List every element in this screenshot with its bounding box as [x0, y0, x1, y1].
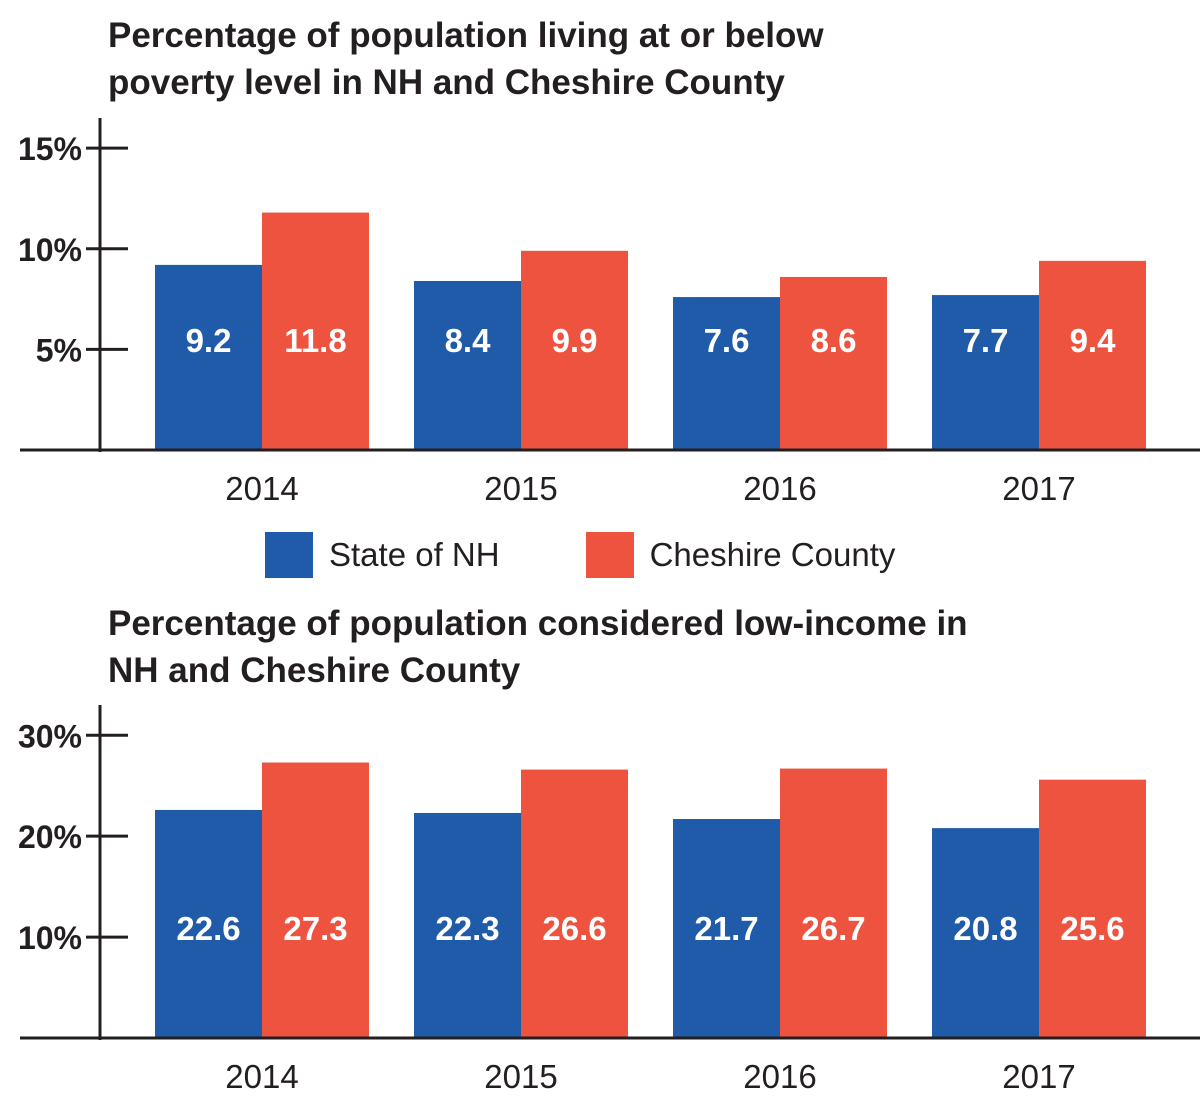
data-label-nh-2017: 20.8 — [953, 910, 1017, 947]
data-label-nh-2015: 8.4 — [445, 322, 492, 359]
bar-cheshire-2017 — [1039, 260, 1146, 450]
x-tick-label-2017: 2017 — [1002, 1058, 1075, 1095]
bar-nh-2017 — [932, 295, 1039, 450]
legend-label-cheshire: Cheshire County — [649, 536, 896, 573]
data-label-nh-2016: 21.7 — [694, 910, 758, 947]
data-label-nh-2017: 7.7 — [963, 322, 1009, 359]
legend: State of NH Cheshire County — [265, 532, 981, 578]
chart-title: Percentage of population living at or be… — [108, 16, 824, 102]
y-tick-label: 10% — [18, 232, 82, 268]
x-tick-label-2015: 2015 — [484, 1058, 557, 1095]
x-tick-label-2014: 2014 — [225, 1058, 298, 1095]
data-label-cheshire-2015: 9.9 — [552, 322, 598, 359]
bar-nh-2015 — [414, 812, 521, 1038]
data-label-cheshire-2017: 9.4 — [1070, 322, 1117, 359]
bar-cheshire-2014 — [262, 762, 369, 1038]
legend-item-cheshire: Cheshire County — [585, 532, 896, 578]
bar-nh-2017 — [932, 828, 1039, 1038]
legend-swatch-cheshire — [585, 532, 634, 578]
poverty-chart-plot: 9.2 11.8 2014 8.4 9.9 2015 7.6 8.6 2016 7.7 9.4 201… — [18, 118, 1200, 507]
bar-nh-2016 — [673, 819, 780, 1038]
data-label-cheshire-2014: 27.3 — [283, 910, 347, 947]
low-income-chart: Percentage of population considered low-… — [0, 590, 1200, 1115]
data-label-cheshire-2016: 26.7 — [801, 910, 865, 947]
x-tick-label-2016: 2016 — [743, 470, 816, 507]
bar-nh-2014 — [155, 264, 262, 450]
data-label-nh-2015: 22.3 — [435, 910, 499, 947]
bar-cheshire-2015 — [521, 769, 628, 1038]
legend-label-nh: State of NH — [329, 536, 500, 573]
y-tick-label: 10% — [18, 920, 82, 956]
bar-cheshire-2014 — [262, 212, 369, 450]
bar-cheshire-2016 — [780, 276, 887, 450]
poverty-chart: Percentage of population living at or be… — [0, 0, 1200, 530]
data-label-cheshire-2014: 11.8 — [284, 322, 346, 359]
x-tick-label-2017: 2017 — [1002, 470, 1075, 507]
bar-nh-2016 — [673, 297, 780, 450]
x-tick-label-2014: 2014 — [225, 470, 298, 507]
y-tick-label: 30% — [18, 718, 82, 754]
data-label-cheshire-2016: 8.6 — [811, 322, 857, 359]
data-label-nh-2014: 22.6 — [176, 910, 240, 947]
data-label-cheshire-2017: 25.6 — [1060, 910, 1124, 947]
legend-item-nh: State of NH — [265, 532, 500, 578]
x-tick-label-2016: 2016 — [743, 1058, 816, 1095]
bar-cheshire-2016 — [780, 768, 887, 1038]
y-tick-label: 15% — [18, 131, 82, 167]
legend-swatch-nh — [265, 532, 313, 578]
y-tick-label: 5% — [36, 332, 82, 368]
y-tick-label: 20% — [18, 819, 82, 855]
data-label-nh-2014: 9.2 — [186, 322, 232, 359]
data-label-cheshire-2015: 26.6 — [542, 910, 606, 947]
bar-nh-2015 — [414, 280, 521, 450]
bar-cheshire-2015 — [521, 250, 628, 450]
data-label-nh-2016: 7.6 — [704, 322, 750, 359]
x-tick-label-2015: 2015 — [484, 470, 557, 507]
bar-nh-2014 — [155, 809, 262, 1038]
chart-title: Percentage of population considered low-… — [108, 604, 968, 690]
low-income-chart-plot: 22.6 27.3 2014 22.3 26.6 2015 21.7 26.7 2016 20.8… — [18, 705, 1200, 1095]
bar-cheshire-2017 — [1039, 779, 1146, 1038]
